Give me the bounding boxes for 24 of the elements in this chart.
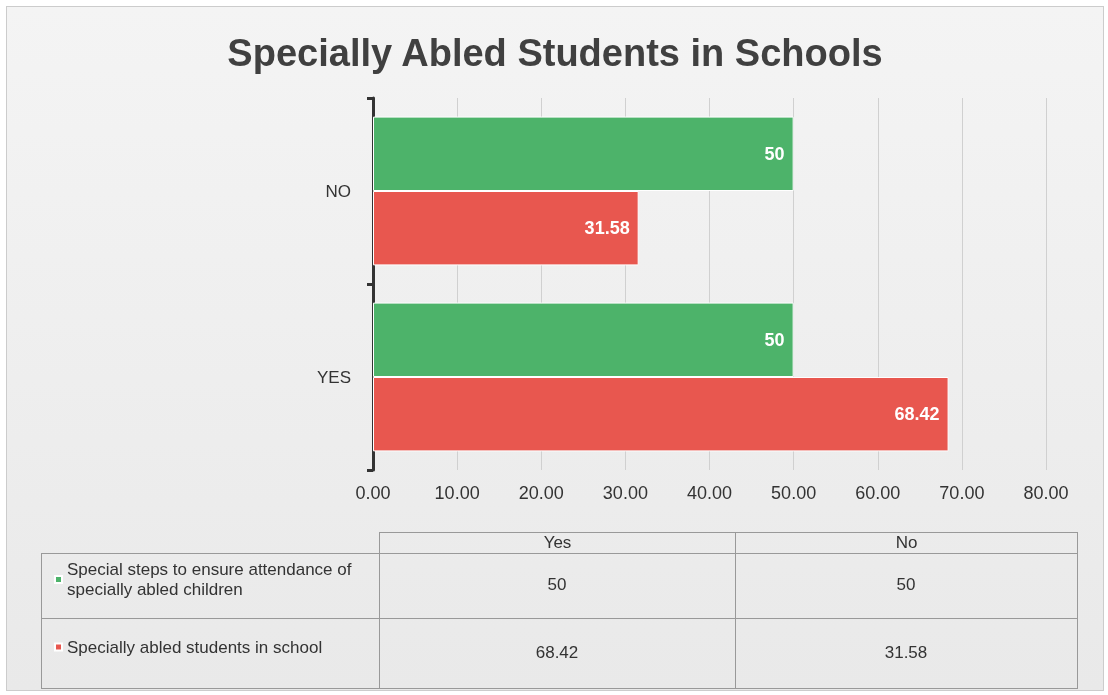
x-tick-label: 80.00 <box>1023 483 1069 503</box>
x-tick-label: 20.00 <box>518 483 564 503</box>
x-tick-label: 50.00 <box>771 483 817 503</box>
text: 50 <box>547 575 567 594</box>
data-label: 68.42 <box>894 404 940 425</box>
text: 50 <box>896 575 916 594</box>
text: 68.42 <box>535 642 579 662</box>
data-label: 50 <box>764 329 785 350</box>
y-tick-label: NO <box>325 181 351 201</box>
x-tick-label: 40.00 <box>686 483 733 503</box>
x-tick-label: 0.00 <box>355 483 391 503</box>
data-label: 50 <box>764 143 785 164</box>
x-tick-label: 60.00 <box>855 483 901 503</box>
x-tick-label: 30.00 <box>602 483 648 503</box>
x-tick-label: 10.00 <box>434 483 480 503</box>
x-tick-label: 70.00 <box>939 483 985 503</box>
chart-title: Specially Abled Students in Schools <box>227 32 883 74</box>
legend-label: Special steps to ensure attendance of specially abled children <box>67 560 357 599</box>
text: Yes <box>379 532 736 554</box>
data-label: 31.58 <box>584 218 630 239</box>
legend-label: Specially abled students in school <box>67 637 323 657</box>
text: No <box>735 532 1078 554</box>
text: 31.58 <box>884 642 928 662</box>
y-tick-label: YES <box>316 367 351 387</box>
